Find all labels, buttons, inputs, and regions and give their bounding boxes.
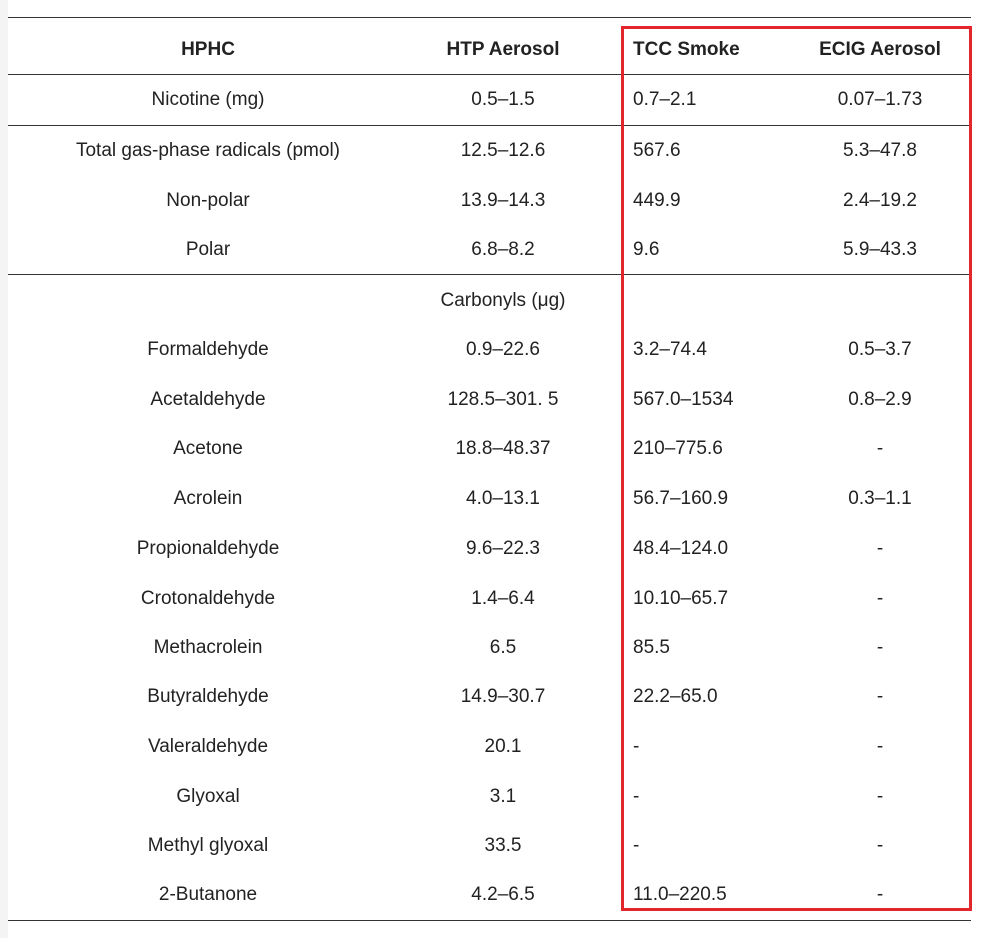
table-row: Acetone 18.8–48.37 210–775.6 - [0, 434, 991, 464]
cell-ecig: 5.3–47.8 [843, 140, 917, 161]
table-top-rule [8, 17, 971, 18]
cell-htp: 12.5–12.6 [460, 140, 546, 161]
cell-hphc: Glyoxal [176, 786, 240, 807]
table-row: Formaldehyde 0.9–22.6 3.2–74.4 0.5–3.7 [0, 335, 991, 365]
cell-ecig: - [876, 835, 884, 856]
cell-tcc: 0.7–2.1 [633, 89, 697, 110]
cell-tcc: 3.2–74.4 [633, 339, 707, 360]
cell-hphc: Methyl glyoxal [147, 835, 269, 856]
header-bottom-rule [8, 74, 971, 75]
cell-htp: 1.4–6.4 [471, 588, 535, 609]
table-row: Propionaldehyde 9.6–22.3 48.4–124.0 - [0, 534, 991, 564]
cell-ecig: - [876, 736, 884, 757]
cell-hphc: Acrolein [173, 488, 243, 509]
table-row: Methyl glyoxal 33.5 - - [0, 831, 991, 861]
table-panel [8, 0, 991, 938]
cell-htp: 4.2–6.5 [471, 884, 535, 905]
cell-ecig: 0.07–1.73 [837, 89, 923, 110]
header-hphc: HPHC [181, 39, 235, 60]
table-row: Butyraldehyde 14.9–30.7 22.2–65.0 - [0, 682, 991, 712]
cell-htp: 13.9–14.3 [460, 190, 546, 211]
header-row: HPHC HTP Aerosol TCC Smoke ECIG Aerosol [0, 35, 991, 65]
section-row-carbonyls: Carbonyls (μg) [0, 286, 991, 316]
cell-hphc: Total gas-phase radicals (pmol) [75, 140, 341, 161]
table-row: Glyoxal 3.1 - - [0, 782, 991, 812]
cell-ecig: - [876, 438, 884, 459]
cell-ecig: - [876, 637, 884, 658]
cell-hphc: 2-Butanone [158, 884, 258, 905]
cell-ecig: - [876, 884, 884, 905]
cell-tcc: 210–775.6 [633, 438, 723, 459]
cell-tcc: - [633, 835, 640, 856]
cell-hphc: Nicotine (mg) [151, 89, 265, 110]
highlight-box [621, 26, 972, 911]
cell-htp: 18.8–48.37 [455, 438, 551, 459]
cell-htp: 33.5 [484, 835, 522, 856]
cell-htp: 128.5–301. 5 [447, 389, 559, 410]
cell-tcc: 449.9 [633, 190, 681, 211]
cell-htp: 0.5–1.5 [471, 89, 535, 110]
cell-hphc: Crotonaldehyde [140, 588, 276, 609]
cell-hphc: Formaldehyde [147, 339, 269, 360]
table-row: 2-Butanone 4.2–6.5 11.0–220.5 - [0, 880, 991, 910]
cell-htp: 6.5 [489, 637, 517, 658]
table-row: Nicotine (mg) 0.5–1.5 0.7–2.1 0.07–1.73 [0, 85, 991, 115]
header-tcc-smoke: TCC Smoke [633, 39, 740, 60]
cell-ecig: - [876, 686, 884, 707]
table-row: Valeraldehyde 20.1 - - [0, 732, 991, 762]
cell-hphc: Non-polar [166, 190, 250, 211]
cell-tcc: - [633, 736, 640, 757]
cell-tcc: 11.0–220.5 [633, 884, 727, 905]
cell-htp: 20.1 [484, 736, 522, 757]
cell-hphc: Valeraldehyde [147, 736, 269, 757]
table-row: Crotonaldehyde 1.4–6.4 10.10–65.7 - [0, 584, 991, 614]
cell-htp: 4.0–13.1 [466, 488, 540, 509]
cell-ecig: - [876, 538, 884, 559]
group-rule-1 [8, 125, 971, 126]
group-rule-2 [8, 274, 971, 275]
table-row: Methacrolein 6.5 85.5 - [0, 633, 991, 663]
cell-htp: 9.6–22.3 [466, 538, 540, 559]
table-row: Acetaldehyde 128.5–301. 5 567.0–1534 0.8… [0, 385, 991, 415]
cell-tcc: 22.2–65.0 [633, 686, 718, 707]
cell-htp: 14.9–30.7 [460, 686, 546, 707]
cell-ecig: 0.8–2.9 [848, 389, 912, 410]
section-label: Carbonyls (μg) [440, 290, 566, 311]
cell-tcc: 10.10–65.7 [633, 588, 729, 609]
cell-hphc: Acetone [173, 438, 243, 459]
cell-tcc: 85.5 [633, 637, 670, 658]
cell-tcc: - [633, 786, 640, 807]
cell-ecig: 0.5–3.7 [848, 339, 912, 360]
table-bottom-rule [8, 920, 971, 921]
cell-htp: 3.1 [489, 786, 517, 807]
header-ecig-aerosol: ECIG Aerosol [819, 39, 941, 60]
header-htp-aerosol: HTP Aerosol [446, 39, 560, 60]
cell-tcc: 567.0–1534 [633, 389, 734, 410]
table-row: Non-polar 13.9–14.3 449.9 2.4–19.2 [0, 186, 991, 216]
cell-tcc: 9.6 [633, 239, 660, 260]
cell-hphc: Propionaldehyde [136, 538, 280, 559]
cell-tcc: 48.4–124.0 [633, 538, 729, 559]
table-row: Polar 6.8–8.2 9.6 5.9–43.3 [0, 235, 991, 265]
cell-tcc: 567.6 [633, 140, 681, 161]
cell-ecig: 5.9–43.3 [843, 239, 917, 260]
cell-htp: 6.8–8.2 [471, 239, 535, 260]
cell-hphc: Polar [185, 239, 231, 260]
cell-hphc: Acetaldehyde [150, 389, 266, 410]
cell-hphc: Methacrolein [153, 637, 263, 658]
cell-ecig: - [876, 588, 884, 609]
cell-htp: 0.9–22.6 [466, 339, 540, 360]
cell-ecig: 2.4–19.2 [843, 190, 917, 211]
table-row: Total gas-phase radicals (pmol) 12.5–12.… [0, 136, 991, 166]
cell-ecig: 0.3–1.1 [848, 488, 912, 509]
cell-ecig: - [876, 786, 884, 807]
cell-hphc: Butyraldehyde [147, 686, 269, 707]
table-row: Acrolein 4.0–13.1 56.7–160.9 0.3–1.1 [0, 484, 991, 514]
cell-tcc: 56.7–160.9 [633, 488, 729, 509]
